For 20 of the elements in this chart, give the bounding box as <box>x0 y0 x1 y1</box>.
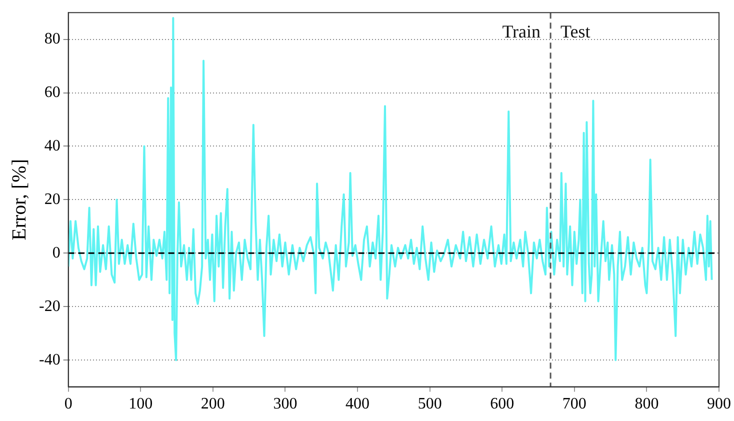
y-tick-label: -20 <box>39 298 60 315</box>
x-tick-label: 900 <box>707 396 731 413</box>
x-tick-label: 800 <box>634 396 659 413</box>
y-tick-label: 40 <box>44 137 60 154</box>
x-tick-label: 400 <box>346 396 370 413</box>
y-tick-label: 80 <box>44 30 60 48</box>
x-tick-label: 0 <box>64 396 72 413</box>
x-tick-label: 700 <box>562 396 586 413</box>
y-tick-label: 60 <box>44 84 60 101</box>
annotation: Test <box>560 21 590 42</box>
x-tick-label: 500 <box>418 396 442 413</box>
y-axis-title: Error, [%] <box>8 159 30 240</box>
y-tick-label: 0 <box>52 244 60 262</box>
x-tick-label: 200 <box>200 396 225 413</box>
y-tick-label: 20 <box>44 190 60 208</box>
y-tick-label: -40 <box>39 351 60 368</box>
annotation: Train <box>502 21 541 42</box>
x-tick-label: 600 <box>490 396 514 413</box>
x-tick-label: 100 <box>128 396 153 413</box>
x-tick-label: 300 <box>273 396 298 413</box>
